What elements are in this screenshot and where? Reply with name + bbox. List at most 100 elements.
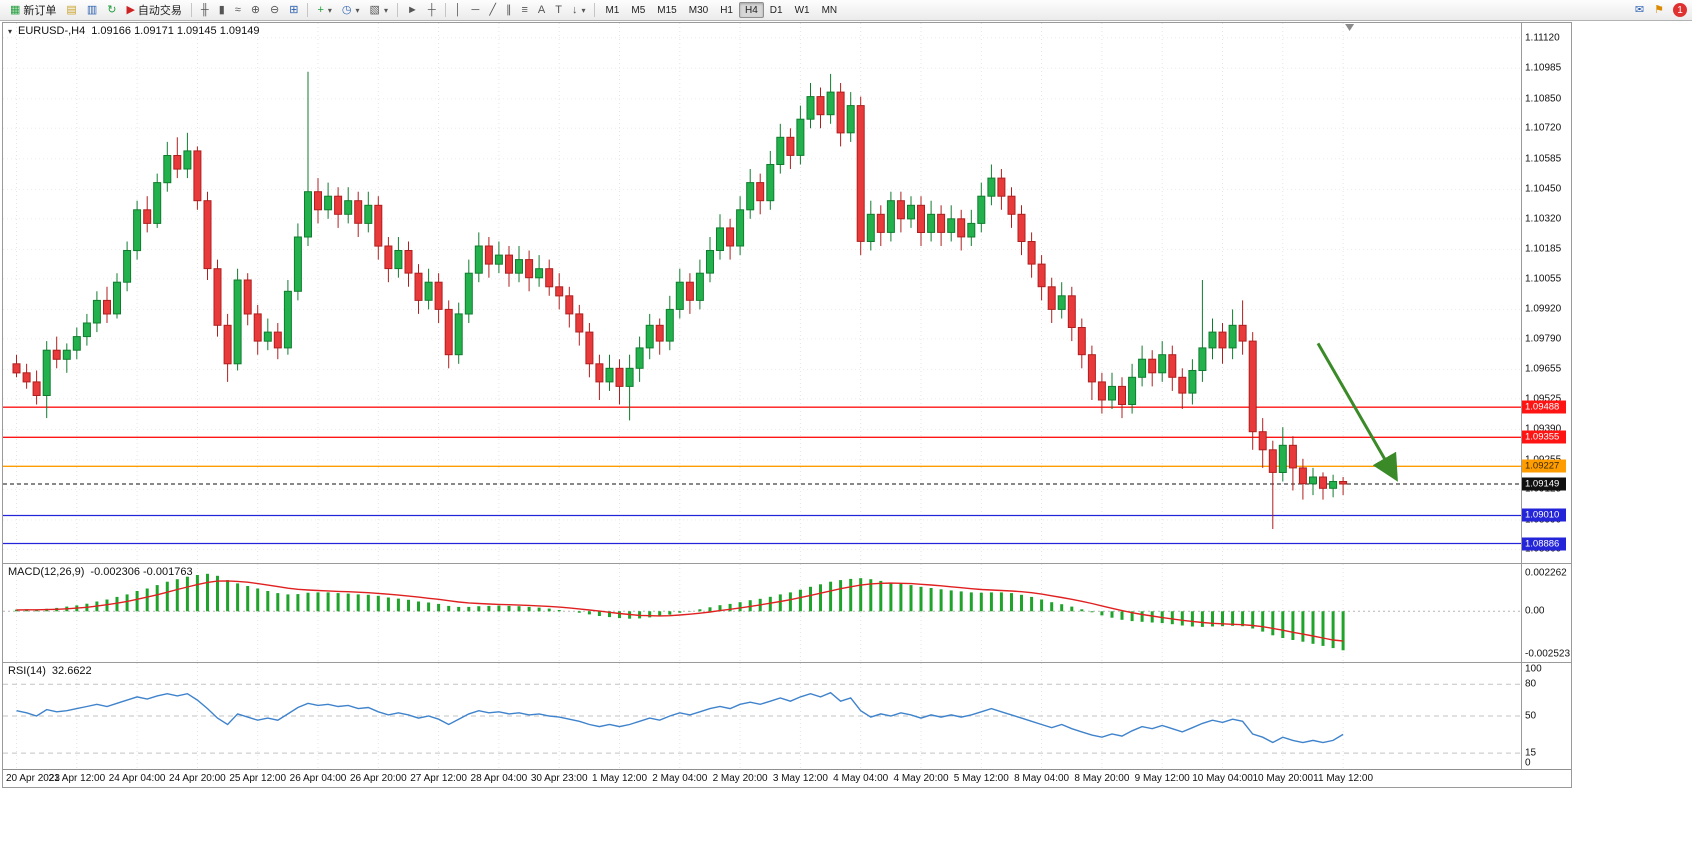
candle <box>1158 341 1167 382</box>
toolbar-separator <box>190 3 192 17</box>
candlestick-plot[interactable] <box>3 23 1521 563</box>
candle <box>1027 232 1036 278</box>
macd-plot[interactable] <box>3 564 1521 662</box>
main-chart-pane[interactable]: ▾ EURUSD-,H4 1.09166 1.09171 1.09145 1.0… <box>3 23 1571 563</box>
rsi-indicator-pane[interactable]: RSI(14) 32.6622 100 80 50 15 0 <box>3 663 1571 769</box>
timeframe-mn-button[interactable]: MN <box>816 2 844 18</box>
candle <box>957 209 966 251</box>
candle <box>233 268 242 371</box>
timeframe-w1-button[interactable]: W1 <box>789 2 816 18</box>
candle <box>1087 345 1096 400</box>
market-watch-icon: ▤ <box>66 3 77 16</box>
timeframe-h1-button[interactable]: H1 <box>714 2 739 18</box>
time-axis[interactable]: 20 Apr 2023 21 Apr 12:00 24 Apr 04:00 24 Ap… <box>3 769 1571 787</box>
timeframe-h4-button[interactable]: H4 <box>738 2 764 18</box>
sell-annotation-arrow[interactable] <box>1316 342 1398 482</box>
candle <box>364 191 373 233</box>
price-level-badge: 1.09355 <box>1522 430 1566 444</box>
line-chart-icon: ≈ <box>234 3 241 16</box>
autotrading-button[interactable]: ▶ 自动交易 <box>121 2 186 19</box>
candle <box>113 273 121 319</box>
candle <box>62 343 71 373</box>
rsi-axis-label: 80 <box>1525 678 1537 690</box>
price-axis-label: 1.10055 <box>1525 273 1562 285</box>
label-button[interactable]: T <box>550 2 567 19</box>
date-axis-label: 27 Apr 12:00 <box>410 773 467 784</box>
candle <box>927 200 936 242</box>
template-button[interactable]: ▧ ▾ <box>365 2 393 19</box>
crosshair-button[interactable]: ┼ <box>423 2 441 19</box>
candle <box>1248 332 1257 450</box>
candle <box>1329 474 1338 498</box>
chart-symbol-label: ▾ EURUSD-,H4 1.09166 1.09171 1.09145 1.0… <box>8 25 259 37</box>
horizontal-line-icon: ─ <box>471 3 480 16</box>
notification-badge[interactable]: 1 <box>1673 3 1687 17</box>
rsi-axis: 100 80 50 15 0 <box>1521 663 1571 769</box>
text-button[interactable]: A <box>533 2 550 19</box>
timeframe-m30-button[interactable]: M30 <box>683 2 714 18</box>
horizontal-line-button[interactable]: ─ <box>467 2 485 19</box>
date-axis-label: 25 Apr 12:00 <box>229 773 287 784</box>
vertical-line-icon: │ <box>454 3 462 16</box>
new-order-button[interactable]: ▦ 新订单 <box>5 2 61 19</box>
candle <box>756 173 765 215</box>
timeframe-m15-button[interactable]: M15 <box>651 2 682 18</box>
candle <box>72 327 81 360</box>
price-axis[interactable]: 1.11120 1.10985 1.10850 1.10720 1.10585 1.104… <box>1521 23 1571 563</box>
candle <box>896 191 905 233</box>
fibonacci-button[interactable]: ≡ <box>516 2 532 19</box>
scroll-shift-marker[interactable] <box>1345 24 1355 31</box>
rsi-plot[interactable] <box>3 663 1521 769</box>
zoom-out-button[interactable]: ⊖ <box>265 2 284 19</box>
candle <box>414 264 423 314</box>
candle <box>22 363 31 389</box>
candlestick-button[interactable]: ▮ <box>214 2 230 19</box>
candle <box>545 259 554 296</box>
indicators-button[interactable]: + ▾ <box>312 2 336 19</box>
flag-button[interactable]: ⚑ <box>1649 2 1669 19</box>
zoom-in-button[interactable]: ⊕ <box>246 2 265 19</box>
cursor-button[interactable]: ► <box>402 2 423 19</box>
date-axis-label: 2 May 04:00 <box>652 773 708 784</box>
refresh-button[interactable]: ↻ <box>102 2 121 19</box>
candle <box>866 200 875 251</box>
candle <box>706 237 714 283</box>
candle <box>1168 345 1177 391</box>
candle <box>12 354 21 378</box>
bar-chart-button[interactable]: ╫ <box>196 2 214 19</box>
candle <box>283 280 292 355</box>
line-chart-button[interactable]: ≈ <box>230 2 246 19</box>
candle <box>484 237 493 278</box>
candle <box>907 196 915 228</box>
pane-separator[interactable] <box>3 662 1571 663</box>
candle <box>193 146 202 210</box>
timeframe-d1-button[interactable]: D1 <box>764 2 789 18</box>
price-axis-label: 1.09525 <box>1525 393 1562 405</box>
date-axis-label: 10 May 20:00 <box>1252 773 1314 784</box>
macd-name: MACD(12,26,9) <box>8 566 85 578</box>
date-axis-label: 24 Apr 20:00 <box>169 773 226 784</box>
tile-windows-button[interactable]: ⊞ <box>284 2 303 19</box>
arrows-button[interactable]: ↓ ▾ <box>567 2 591 19</box>
candle <box>213 259 222 337</box>
zoom-in-icon: ⊕ <box>250 3 261 16</box>
timeframe-m1-button[interactable]: M1 <box>599 2 625 18</box>
candle <box>816 87 825 129</box>
channel-button[interactable]: ∥ <box>501 2 517 19</box>
candle <box>203 191 212 280</box>
chart-context-arrow-icon[interactable]: ▾ <box>8 26 13 36</box>
candle <box>293 223 302 301</box>
candle <box>1298 458 1307 500</box>
navigator-button[interactable]: ▥ <box>82 2 102 19</box>
vertical-line-button[interactable]: │ <box>450 2 467 19</box>
pane-separator[interactable] <box>3 563 1571 564</box>
market-watch-button[interactable]: ▤ <box>61 2 81 19</box>
mail-button[interactable]: ✉ <box>1630 2 1649 19</box>
date-axis-label: 21 Apr 12:00 <box>48 773 106 784</box>
timeframe-m5-button[interactable]: M5 <box>625 2 651 18</box>
candle <box>1178 368 1187 409</box>
periods-button[interactable]: ◷ ▾ <box>337 2 365 19</box>
trendline-button[interactable]: ╱ <box>484 2 501 19</box>
macd-indicator-pane[interactable]: MACD(12,26,9) -0.002306 -0.001763 0.0022… <box>3 564 1571 662</box>
candle <box>987 164 996 206</box>
